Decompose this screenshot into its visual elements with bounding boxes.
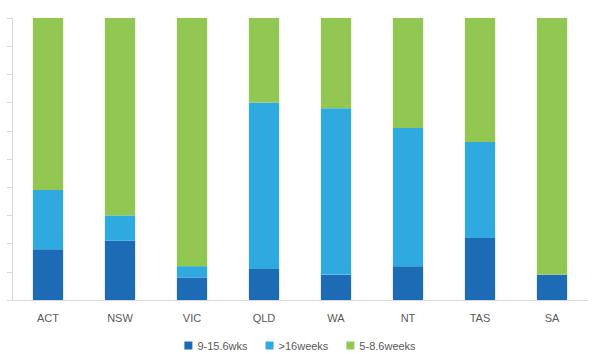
svg-text:SA: SA <box>545 312 560 324</box>
svg-text:ACT: ACT <box>37 312 59 324</box>
svg-text:VIC: VIC <box>183 312 201 324</box>
svg-text:NT: NT <box>401 312 416 324</box>
svg-text:QLD: QLD <box>253 312 276 324</box>
svg-text:WA: WA <box>327 312 345 324</box>
svg-text:NSW: NSW <box>107 312 133 324</box>
svg-text:9-15.6wks: 9-15.6wks <box>197 340 248 352</box>
svg-text:TAS: TAS <box>470 312 491 324</box>
svg-text:5-8.6weeks: 5-8.6weeks <box>359 340 416 352</box>
svg-text:>16weeks: >16weeks <box>279 340 329 352</box>
